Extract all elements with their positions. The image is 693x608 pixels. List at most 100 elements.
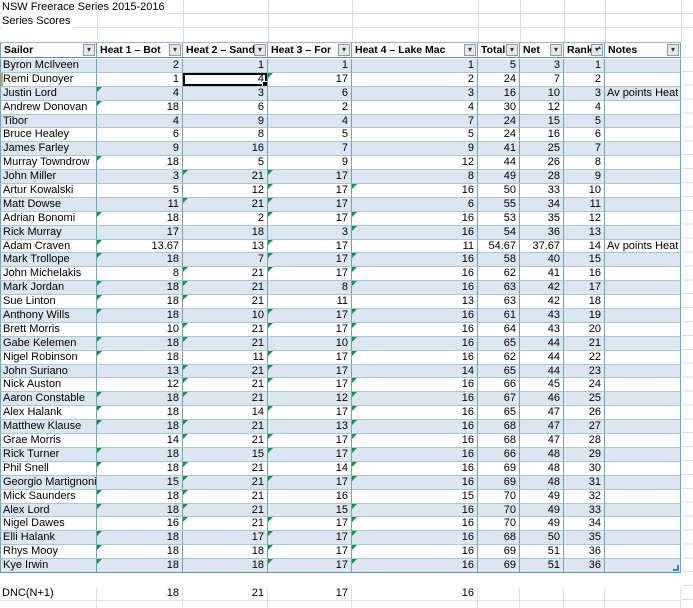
sailor-cell[interactable]: Phil Snell bbox=[0, 462, 97, 476]
selected-cell[interactable]: 4 bbox=[183, 73, 268, 87]
sailor-cell[interactable]: Anthony Wills bbox=[0, 309, 97, 323]
total-cell[interactable]: 24 bbox=[478, 128, 520, 142]
h3-cell[interactable]: 17 bbox=[268, 184, 352, 198]
h2-cell[interactable]: 21 bbox=[183, 517, 268, 531]
h3-cell[interactable]: 17 bbox=[268, 378, 352, 392]
net-cell[interactable]: 15 bbox=[520, 115, 564, 129]
h1-cell[interactable]: 12 bbox=[97, 378, 183, 392]
net-cell[interactable]: 43 bbox=[520, 309, 564, 323]
sailor-cell[interactable]: Grae Morris bbox=[0, 434, 97, 448]
h2-cell[interactable]: 7 bbox=[183, 253, 268, 267]
net-cell[interactable]: 42 bbox=[520, 295, 564, 309]
h2-cell[interactable]: 21 bbox=[183, 267, 268, 281]
h1-cell[interactable]: 18 bbox=[97, 545, 183, 559]
h3-cell[interactable]: 17 bbox=[268, 212, 352, 226]
net-cell[interactable]: 10 bbox=[520, 87, 564, 101]
total-cell[interactable]: 53 bbox=[478, 212, 520, 226]
net-cell[interactable]: 26 bbox=[520, 156, 564, 170]
total-cell[interactable]: 41 bbox=[478, 142, 520, 156]
notes-cell[interactable] bbox=[605, 337, 681, 351]
h3-cell[interactable]: 15 bbox=[268, 504, 352, 518]
column-header-h4[interactable]: Heat 4 – Lake Mac▾ bbox=[352, 43, 478, 57]
notes-cell[interactable] bbox=[605, 115, 681, 129]
column-header-h3[interactable]: Heat 3 – For▾ bbox=[268, 43, 352, 57]
h1-cell[interactable]: 18 bbox=[97, 101, 183, 115]
h1-cell[interactable]: 18 bbox=[97, 351, 183, 365]
h2-cell[interactable]: 13 bbox=[183, 240, 268, 254]
rank-cell[interactable]: 9 bbox=[564, 170, 605, 184]
h1-cell[interactable]: 4 bbox=[97, 115, 183, 129]
sailor-cell[interactable]: Aaron Constable bbox=[0, 392, 97, 406]
sheet-title[interactable]: NSW Freerace Series 2015-2016 bbox=[2, 1, 169, 14]
notes-cell[interactable]: Av points Heat 1 bbox=[605, 240, 681, 254]
sailor-cell[interactable]: Artur Kowalski bbox=[0, 184, 97, 198]
net-cell[interactable]: 33 bbox=[520, 184, 564, 198]
sailor-cell[interactable]: Alex Lord bbox=[0, 504, 97, 518]
h3-cell[interactable]: 17 bbox=[268, 559, 352, 573]
h2-cell[interactable]: 21 bbox=[183, 504, 268, 518]
total-cell[interactable]: 16 bbox=[478, 87, 520, 101]
h3-cell[interactable]: 17 bbox=[268, 309, 352, 323]
net-cell[interactable]: 35 bbox=[520, 212, 564, 226]
net-cell[interactable]: 44 bbox=[520, 365, 564, 379]
h3-cell[interactable]: 17 bbox=[268, 240, 352, 254]
sailor-cell[interactable]: Sue Linton bbox=[0, 295, 97, 309]
h2-cell[interactable]: 21 bbox=[183, 281, 268, 295]
h4-cell[interactable]: 16 bbox=[352, 420, 478, 434]
rank-cell[interactable]: 35 bbox=[564, 531, 605, 545]
rank-cell[interactable]: 13 bbox=[564, 226, 605, 240]
net-cell[interactable]: 44 bbox=[520, 351, 564, 365]
filter-dropdown-icon[interactable]: ▾ bbox=[550, 44, 562, 56]
filter-sorted-icon[interactable]: ▾▴ bbox=[591, 44, 603, 56]
sailor-cell[interactable]: Rick Turner bbox=[0, 448, 97, 462]
notes-cell[interactable] bbox=[605, 295, 681, 309]
filter-dropdown-icon[interactable]: ▾ bbox=[338, 44, 350, 56]
h3-cell[interactable]: 7 bbox=[268, 142, 352, 156]
filter-dropdown-icon[interactable]: ▾ bbox=[254, 44, 266, 56]
h2-cell[interactable]: 5 bbox=[183, 156, 268, 170]
h4-cell[interactable]: 16 bbox=[352, 226, 478, 240]
h3-cell[interactable]: 17 bbox=[268, 476, 352, 490]
h4-cell[interactable]: 16 bbox=[352, 406, 478, 420]
h1-cell[interactable]: 13 bbox=[97, 365, 183, 379]
sailor-cell[interactable]: Adrian Bonomi bbox=[0, 212, 97, 226]
h4-cell[interactable]: 2 bbox=[352, 73, 478, 87]
sailor-cell[interactable]: Mark Jordan bbox=[0, 281, 97, 295]
sailor-cell[interactable]: Remi Dunoyer bbox=[0, 73, 97, 87]
sailor-cell[interactable]: John Miller bbox=[0, 170, 97, 184]
h2-cell[interactable]: 21 bbox=[183, 170, 268, 184]
filter-dropdown-icon[interactable]: ▾ bbox=[464, 44, 476, 56]
h3-cell[interactable]: 13 bbox=[268, 420, 352, 434]
total-cell[interactable]: 44 bbox=[478, 156, 520, 170]
rank-cell[interactable]: 24 bbox=[564, 378, 605, 392]
rank-cell[interactable]: 36 bbox=[564, 545, 605, 559]
h3-cell[interactable]: 17 bbox=[268, 170, 352, 184]
notes-cell[interactable] bbox=[605, 59, 681, 73]
sailor-cell[interactable]: Justin Lord bbox=[0, 87, 97, 101]
sailor-cell[interactable]: Matthew Klause bbox=[0, 420, 97, 434]
rank-cell[interactable]: 32 bbox=[564, 490, 605, 504]
h3-cell[interactable]: 17 bbox=[268, 323, 352, 337]
h1-cell[interactable]: 18 bbox=[97, 406, 183, 420]
empty-cell[interactable] bbox=[478, 601, 520, 608]
h4-cell[interactable]: 16 bbox=[352, 212, 478, 226]
h2-cell[interactable]: 21 bbox=[183, 378, 268, 392]
total-cell[interactable]: 30 bbox=[478, 101, 520, 115]
total-cell[interactable]: 69 bbox=[478, 545, 520, 559]
notes-cell[interactable] bbox=[605, 184, 681, 198]
net-cell[interactable]: 34 bbox=[520, 198, 564, 212]
h4-cell[interactable]: 16 bbox=[352, 392, 478, 406]
h2-cell[interactable]: 21 bbox=[183, 476, 268, 490]
h1-cell[interactable]: 6 bbox=[97, 128, 183, 142]
notes-cell[interactable] bbox=[605, 365, 681, 379]
h3-cell[interactable]: 10 bbox=[268, 337, 352, 351]
h1-cell[interactable]: 9 bbox=[97, 142, 183, 156]
h2-cell[interactable]: 16 bbox=[183, 142, 268, 156]
h3-cell[interactable]: 17 bbox=[268, 448, 352, 462]
sailor-cell[interactable]: Georgio Martignoni bbox=[0, 476, 97, 490]
h1-cell[interactable]: 17 bbox=[97, 226, 183, 240]
notes-cell[interactable] bbox=[605, 504, 681, 518]
h4-cell[interactable]: 16 bbox=[352, 559, 478, 573]
h4-cell[interactable]: 16 bbox=[352, 281, 478, 295]
h1-cell[interactable]: 1 bbox=[97, 73, 183, 87]
